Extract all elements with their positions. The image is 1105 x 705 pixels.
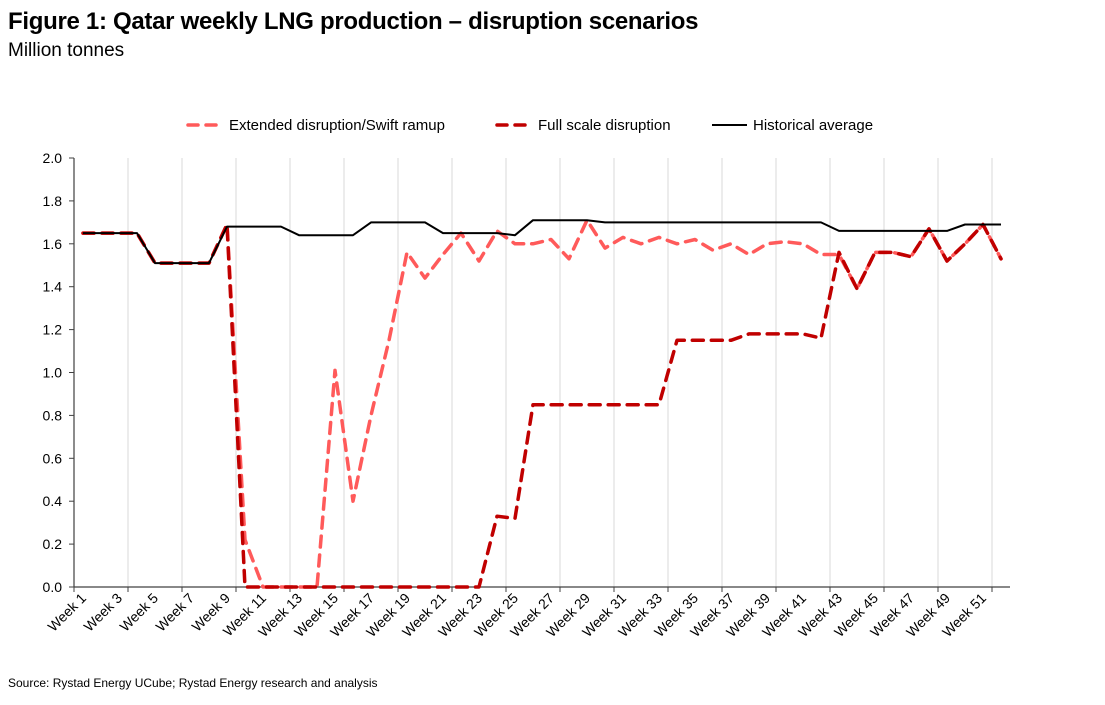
y-tick-label: 1.0 bbox=[43, 365, 63, 381]
chart-title: Figure 1: Qatar weekly LNG production – … bbox=[8, 8, 699, 35]
x-tick-label: Week 3 bbox=[80, 590, 125, 635]
y-tick-label: 1.8 bbox=[43, 193, 63, 209]
series-lines bbox=[81, 218, 1003, 589]
legend: Extended disruption/Swift ramup Full scal… bbox=[186, 117, 873, 134]
y-tick-label: 0.6 bbox=[43, 450, 63, 466]
series-line-full-scale-disruption bbox=[81, 222, 1003, 589]
y-tick-label: 1.6 bbox=[43, 236, 63, 252]
source-note: Source: Rystad Energy UCube; Rystad Ener… bbox=[8, 676, 378, 690]
gridlines bbox=[127, 158, 993, 587]
y-tick-label: 1.2 bbox=[43, 322, 63, 338]
x-tick-label: Week 5 bbox=[116, 590, 161, 635]
y-tick-label: 2.0 bbox=[43, 150, 63, 166]
x-tick-label: Week 1 bbox=[44, 590, 89, 635]
legend-label: Extended disruption/Swift ramup bbox=[229, 117, 445, 134]
chart-subtitle: Million tonnes bbox=[8, 40, 125, 61]
y-tick-label: 0.2 bbox=[43, 536, 63, 552]
legend-label: Full scale disruption bbox=[538, 117, 671, 134]
y-tick-label: 0.0 bbox=[43, 579, 63, 595]
series-line-historical-average bbox=[83, 219, 1001, 265]
legend-label: Historical average bbox=[753, 117, 873, 134]
y-tick-label: 0.4 bbox=[43, 493, 63, 509]
y-tick-label: 0.8 bbox=[43, 407, 63, 423]
x-tick-label: Week 7 bbox=[152, 590, 197, 635]
y-tick-label: 1.4 bbox=[43, 279, 63, 295]
